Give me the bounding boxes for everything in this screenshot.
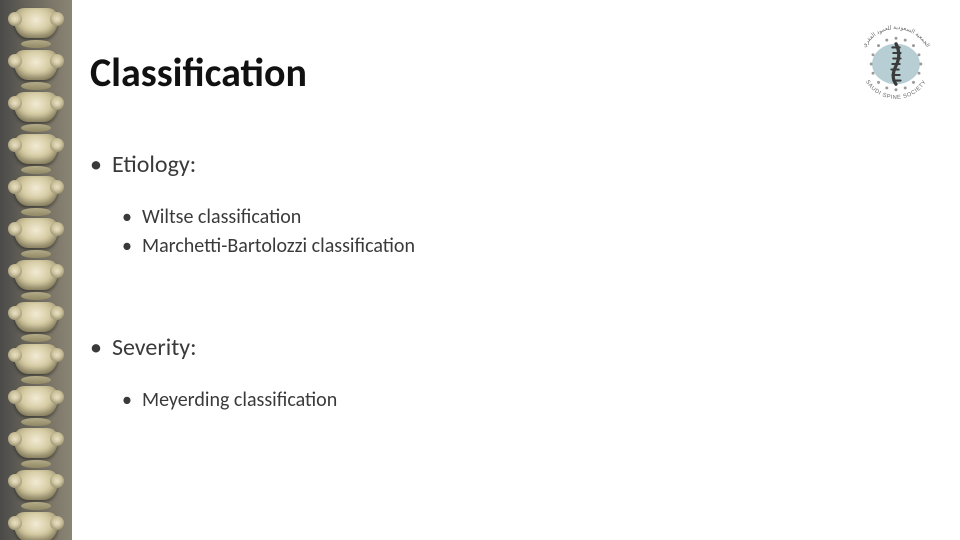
bullet-icon: •: [90, 150, 102, 179]
list-item: • Meyerding classification: [122, 386, 920, 415]
list-item: • Wiltse classification: [122, 203, 920, 232]
spine-sidebar-image: [0, 0, 72, 540]
section-items: • Wiltse classification • Marchetti-Bartol…: [122, 203, 920, 261]
bullet-icon: •: [90, 333, 102, 362]
spine-ribs: [891, 47, 900, 80]
section-heading: • Severity:: [90, 333, 920, 362]
list-item-text: Meyerding classification: [142, 388, 337, 412]
list-item: • Marchetti-Bartolozzi classification: [122, 232, 920, 261]
slide-body: • Etiology: • Wiltse classification • March…: [90, 150, 920, 439]
section-heading: • Etiology:: [90, 150, 920, 179]
bullet-icon: •: [122, 232, 132, 261]
slide: الجمعية السعودية للعمود الفقري SAUDI SPI…: [0, 0, 960, 540]
section-items: • Meyerding classification: [122, 386, 920, 415]
bullet-icon: •: [122, 386, 132, 415]
saudi-spine-society-logo: الجمعية السعودية للعمود الفقري SAUDI SPI…: [850, 18, 942, 110]
list-item-text: Marchetti-Bartolozzi classification: [142, 234, 415, 258]
slide-title: Classification: [90, 48, 307, 97]
list-item-text: Wiltse classification: [142, 205, 301, 229]
bullet-icon: •: [122, 203, 132, 232]
section-heading-text: Etiology:: [112, 150, 196, 179]
section-heading-text: Severity:: [112, 333, 197, 362]
